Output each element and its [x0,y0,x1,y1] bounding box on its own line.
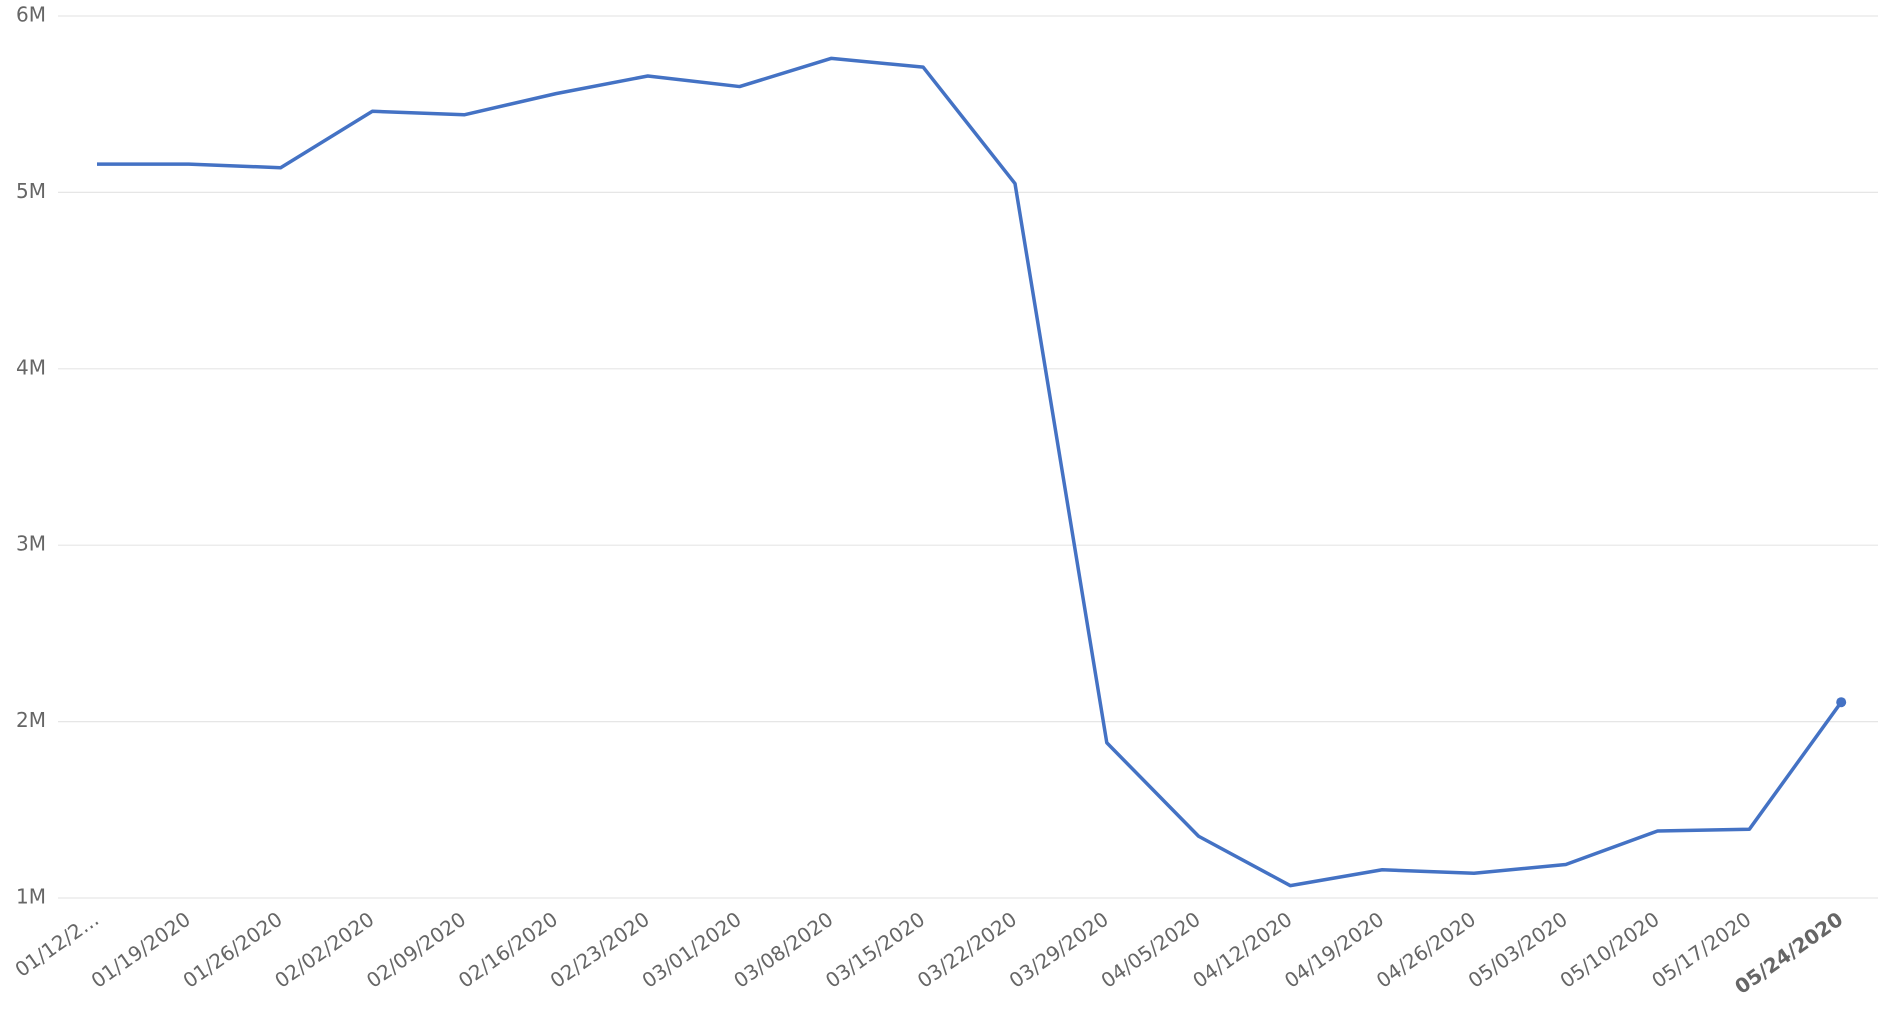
x-tick-label: 05/03/2020 [1464,907,1572,993]
x-tick-label: 03/15/2020 [821,907,929,993]
x-tick-label: 02/02/2020 [270,907,378,993]
x-tick-label: 03/22/2020 [913,907,1021,993]
line [97,56,1843,888]
x-tick-label: 05/10/2020 [1555,907,1663,993]
x-tick-label: 04/12/2020 [1188,907,1296,993]
x-tick-label: 01/26/2020 [178,907,286,993]
x-tick-label: 04/26/2020 [1372,907,1480,993]
x-tick-label: 04/05/2020 [1096,907,1204,993]
x-tick-label: 02/16/2020 [454,907,562,993]
point [1836,697,1847,708]
x-tick-label: 03/08/2020 [729,907,837,993]
x-tick-label: 04/19/2020 [1280,907,1388,993]
y-tick-label: 2M [16,708,46,732]
x-tick-label: 02/09/2020 [362,907,470,993]
y-tick-label: 4M [16,355,46,379]
x-tick-label: 03/29/2020 [1005,907,1113,993]
y-tick-label: 6M [16,3,46,27]
y-tick-label: 1M [16,885,46,909]
x-tick-label: 03/01/2020 [637,907,745,993]
y-tick-label: 5M [16,179,46,203]
x-tick-label: 01/19/2020 [87,907,195,993]
x-tick-label: 02/23/2020 [546,907,654,993]
y-tick-label: 3M [16,532,46,556]
